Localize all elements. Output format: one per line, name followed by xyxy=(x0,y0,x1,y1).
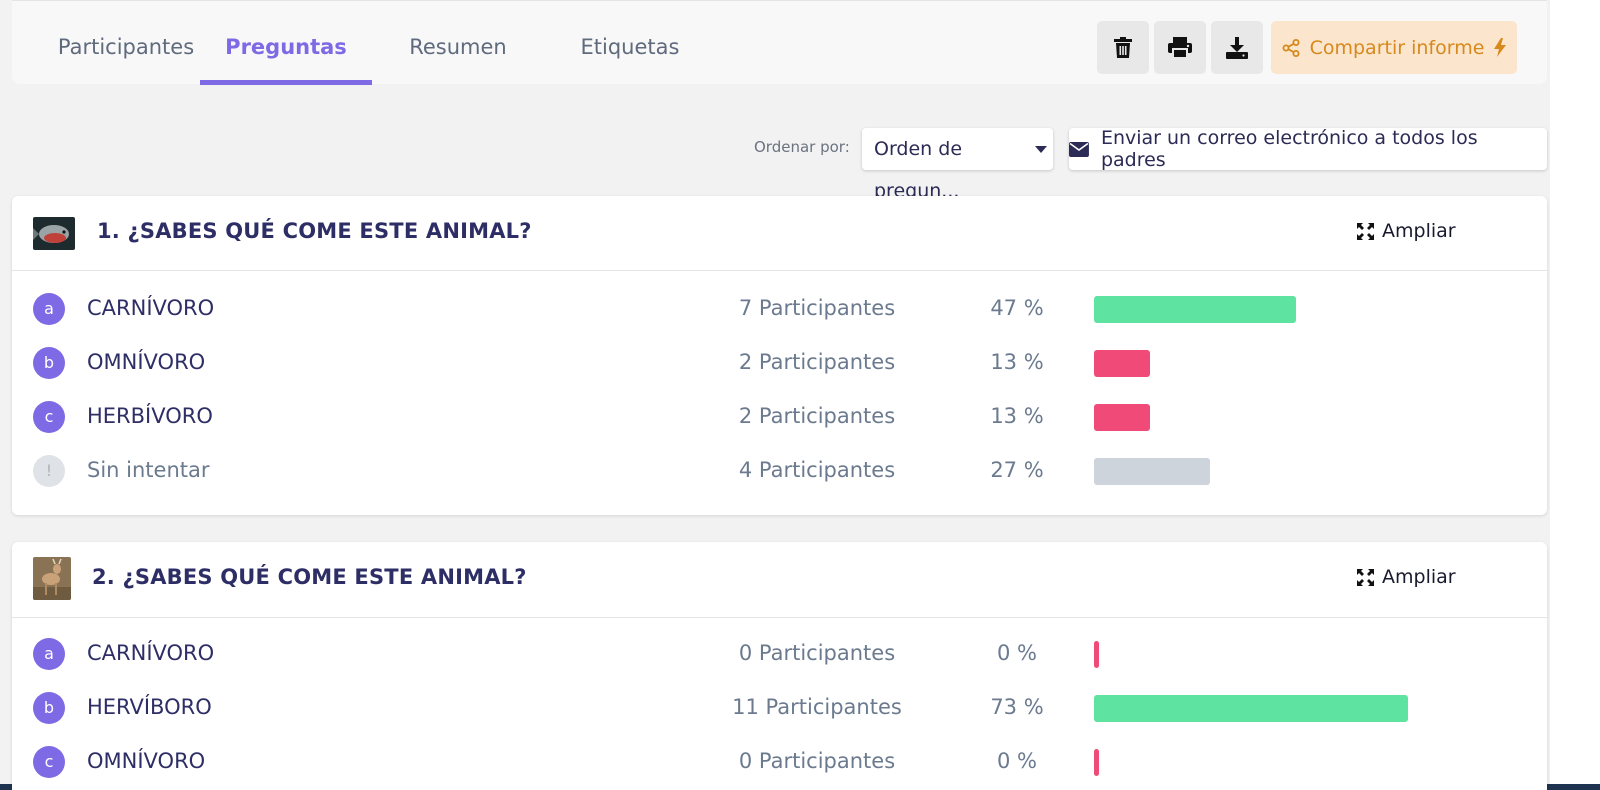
answer-row: a CARNÍVORO 7 Participantes 47 % xyxy=(12,290,1547,330)
print-button[interactable] xyxy=(1154,21,1206,74)
percentage: 0 % xyxy=(997,641,1037,665)
tab-resumen[interactable]: Resumen xyxy=(409,35,507,59)
option-label: OMNÍVORO xyxy=(87,749,206,773)
printer-icon xyxy=(1168,36,1192,59)
question-header: 2. ¿SABES QUÉ COME ESTE ANIMAL? Ampliar xyxy=(12,542,1547,618)
tab-etiquetas[interactable]: Etiquetas xyxy=(580,35,680,59)
page-edge xyxy=(1550,0,1600,790)
email-all-parents-label: Enviar un correo electrónico a todos los… xyxy=(1100,127,1478,171)
answer-row: b HERVÍBORO 11 Participantes 73 % xyxy=(12,689,1547,729)
share-report-label: Compartir informe xyxy=(1309,36,1485,59)
response-bar xyxy=(1094,695,1408,722)
participant-count[interactable]: 4 Participantes xyxy=(738,458,896,482)
percentage: 73 % xyxy=(990,695,1044,719)
question-header: 1. ¿SABES QUÉ COME ESTE ANIMAL? Ampliar xyxy=(12,196,1547,271)
participant-count[interactable]: 2 Participantes xyxy=(738,350,896,374)
option-letter-badge: a xyxy=(33,293,65,325)
option-letter-badge: a xyxy=(33,638,65,670)
report-header: Participantes Preguntas Resumen Etiqueta… xyxy=(12,0,1547,85)
option-letter-badge: b xyxy=(33,347,65,379)
question-title: 2. ¿SABES QUÉ COME ESTE ANIMAL? xyxy=(92,565,527,589)
sort-label: Ordenar por: xyxy=(754,138,850,156)
response-bar xyxy=(1094,404,1150,431)
option-label: OMNÍVORO xyxy=(87,350,206,374)
option-letter-badge: c xyxy=(33,746,65,778)
email-all-parents-button[interactable]: Enviar un correo electrónico a todos los… xyxy=(1069,127,1547,171)
response-bar xyxy=(1094,641,1099,668)
expand-icon xyxy=(1357,568,1374,586)
percentage: 13 % xyxy=(990,404,1044,428)
expand-label: Ampliar xyxy=(1382,566,1456,588)
participant-count[interactable]: 2 Participantes xyxy=(738,404,896,428)
percentage: 27 % xyxy=(990,458,1044,482)
question-title: 1. ¿SABES QUÉ COME ESTE ANIMAL? xyxy=(97,219,532,243)
tab-participantes[interactable]: Participantes xyxy=(57,35,195,59)
option-label: HERBÍVORO xyxy=(87,404,213,428)
option-letter-badge: b xyxy=(33,692,65,724)
percentage: 13 % xyxy=(990,350,1044,374)
expand-label: Ampliar xyxy=(1382,220,1456,242)
expand-button[interactable]: Ampliar xyxy=(1357,566,1456,588)
sort-selected-value: Orden de pregun... xyxy=(874,138,963,202)
trash-icon xyxy=(1114,36,1132,58)
expand-icon xyxy=(1357,222,1374,240)
participant-count[interactable]: 11 Participantes xyxy=(732,695,902,719)
share-report-button[interactable]: Compartir informe xyxy=(1271,21,1517,74)
answer-row: c OMNÍVORO 0 Participantes 0 % xyxy=(12,743,1547,783)
participant-count[interactable]: 7 Participantes xyxy=(738,296,896,320)
percentage: 47 % xyxy=(990,296,1044,320)
participant-count[interactable]: 0 Participantes xyxy=(738,749,896,773)
question-card-2: 2. ¿SABES QUÉ COME ESTE ANIMAL? Ampliar … xyxy=(12,542,1547,790)
option-label: CARNÍVORO xyxy=(87,296,215,320)
unattempted-badge: ! xyxy=(33,455,65,487)
percentage: 0 % xyxy=(997,749,1037,773)
answer-row: c HERBÍVORO 2 Participantes 13 % xyxy=(12,398,1547,438)
expand-button[interactable]: Ampliar xyxy=(1357,220,1456,242)
response-bar xyxy=(1094,296,1296,323)
option-label: CARNÍVORO xyxy=(87,641,215,665)
download-button[interactable] xyxy=(1211,21,1263,74)
share-icon xyxy=(1282,38,1300,57)
chevron-down-icon xyxy=(1035,146,1047,153)
answer-row: ! Sin intentar 4 Participantes 27 % xyxy=(12,452,1547,492)
option-letter-badge: c xyxy=(33,401,65,433)
answer-row: a CARNÍVORO 0 Participantes 0 % xyxy=(12,635,1547,675)
question-card-1: 1. ¿SABES QUÉ COME ESTE ANIMAL? Ampliar … xyxy=(12,196,1547,515)
deer-thumbnail xyxy=(33,557,71,600)
download-icon xyxy=(1226,36,1248,59)
response-bar xyxy=(1094,749,1099,776)
piranha-thumbnail xyxy=(33,217,75,250)
delete-button[interactable] xyxy=(1097,21,1149,74)
tab-preguntas[interactable]: Preguntas xyxy=(200,1,372,85)
answer-row: b OMNÍVORO 2 Participantes 13 % xyxy=(12,344,1547,384)
option-label: Sin intentar xyxy=(87,458,210,482)
sort-select[interactable]: Orden de pregun... xyxy=(862,128,1053,202)
response-bar xyxy=(1094,458,1210,485)
response-bar xyxy=(1094,350,1150,377)
participant-count[interactable]: 0 Participantes xyxy=(738,641,896,665)
option-label: HERVÍBORO xyxy=(87,695,212,719)
bolt-icon xyxy=(1494,38,1507,57)
envelope-icon xyxy=(1069,141,1089,157)
